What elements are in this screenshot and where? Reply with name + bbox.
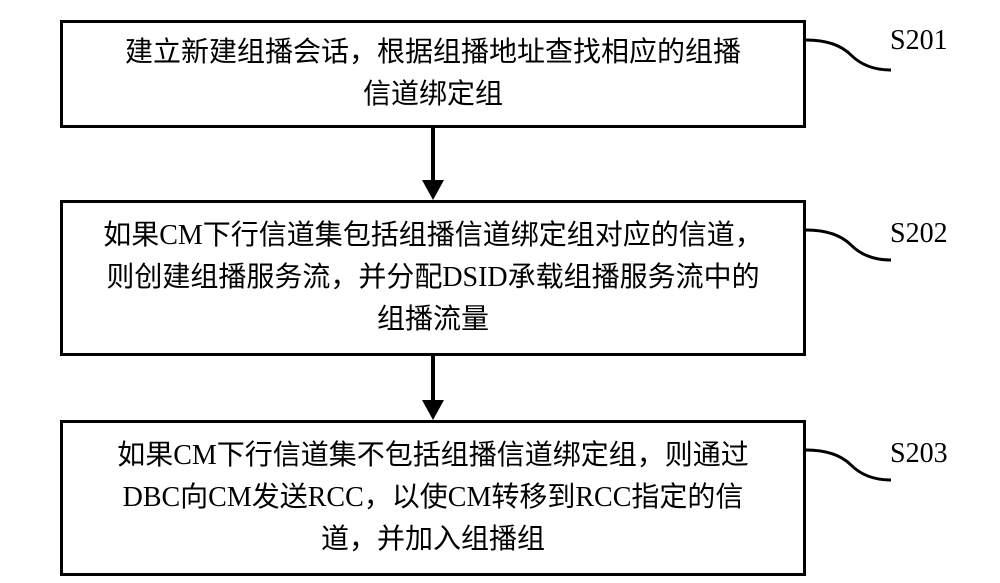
- step-1-text: 建立新建组播会话，根据组播地址查找相应的组播 信道绑定组: [125, 32, 741, 116]
- flowchart-step-1: 建立新建组播会话，根据组播地址查找相应的组播 信道绑定组: [60, 20, 806, 128]
- arrow-1-line: [431, 128, 435, 180]
- arrow-1-head: [422, 180, 444, 200]
- label-connector-3: [806, 430, 896, 490]
- flowchart-step-3: 如果CM下行信道集不包括组播信道绑定组，则通过 DBC向CM发送RCC，以使CM…: [60, 420, 806, 576]
- step-2-text: 如果CM下行信道集包括组播信道绑定组对应的信道， 则创建组播服务流，并分配DSI…: [103, 215, 763, 341]
- label-connector-2: [806, 210, 896, 270]
- step-label-3: S203: [890, 438, 948, 470]
- arrow-2-head: [422, 400, 444, 420]
- step-label-2: S202: [890, 218, 948, 250]
- flowchart-container: 建立新建组播会话，根据组播地址查找相应的组播 信道绑定组 S201 如果CM下行…: [0, 0, 1000, 583]
- arrow-2-line: [431, 356, 435, 400]
- label-connector-1: [806, 20, 896, 80]
- flowchart-step-2: 如果CM下行信道集包括组播信道绑定组对应的信道， 则创建组播服务流，并分配DSI…: [60, 200, 806, 356]
- step-label-1: S201: [890, 25, 948, 57]
- step-3-text: 如果CM下行信道集不包括组播信道绑定组，则通过 DBC向CM发送RCC，以使CM…: [117, 435, 749, 561]
